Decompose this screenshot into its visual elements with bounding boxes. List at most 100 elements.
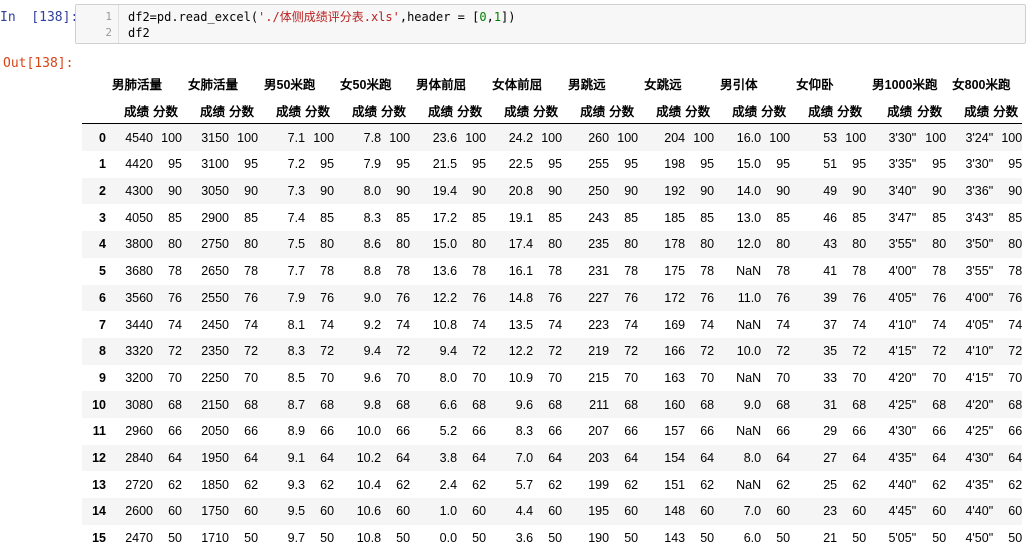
table-cell: 74 — [396, 317, 411, 332]
table-cell: 60 — [624, 504, 639, 519]
table-cell: 78 — [624, 264, 639, 279]
code-cell[interactable]: 1 2 df2=pd.read_excel('./体侧成绩评分表.xls',he… — [75, 4, 1026, 44]
table-cell: 68 — [396, 397, 411, 412]
table-cell: 66 — [396, 424, 411, 439]
table-row: 1 4420 95 3100 95 7.2 95 7.9 95 21.5 95 22.5 95 255 95… — [82, 151, 1022, 178]
table-cell: 4'00" — [888, 264, 917, 279]
table-cell: 4'05" — [888, 290, 917, 305]
table-cell: 3100 — [201, 157, 230, 172]
table-cell: 4'40" — [888, 477, 917, 492]
table-cell: 5.7 — [515, 477, 534, 492]
table-cell: 8.6 — [363, 237, 382, 252]
table-cell: 7.5 — [287, 237, 306, 252]
table-cell: 10.0 — [736, 344, 762, 359]
table-cell: 17.2 — [432, 210, 458, 225]
subheader-points: 分数 — [305, 104, 331, 119]
table-cell: 50 — [548, 531, 563, 546]
table-cell: 85 — [700, 210, 715, 225]
table-cell: 46 — [823, 210, 838, 225]
table-cell: 90 — [168, 184, 183, 199]
subheader-points: 分数 — [761, 104, 787, 119]
table-cell: 3800 — [125, 237, 153, 252]
table-cell: 64 — [700, 450, 715, 465]
table-cell: 62 — [776, 477, 791, 492]
table-cell: 80 — [852, 237, 867, 252]
table-cell: 50 — [776, 531, 791, 546]
table-cell: 19.4 — [432, 184, 458, 199]
table-cell: 185 — [664, 210, 686, 225]
table-cell: 50 — [852, 531, 867, 546]
table-cell: 80 — [624, 237, 639, 252]
table-cell: 78 — [1008, 264, 1023, 279]
table-cell: 9.6 — [515, 397, 534, 412]
table-cell: 80 — [700, 237, 715, 252]
table-cell: 62 — [932, 477, 947, 492]
table-cell: 243 — [588, 210, 610, 225]
table-cell: 64 — [776, 450, 791, 465]
table-cell: 95 — [548, 157, 563, 172]
code-line-1[interactable]: df2=pd.read_excel('./体侧成绩评分表.xls',header… — [128, 10, 516, 24]
table-cell: 2750 — [201, 237, 230, 252]
table-cell: 3'35" — [888, 157, 917, 172]
table-cell: 24.2 — [508, 130, 534, 145]
table-cell: 4'50" — [965, 531, 994, 546]
table-cell: 10.8 — [356, 531, 382, 546]
table-cell: 68 — [244, 397, 259, 412]
subheader-points: 分数 — [993, 104, 1019, 119]
table-cell: 255 — [588, 157, 610, 172]
code-line-2[interactable]: df2 — [128, 26, 150, 40]
table-cell: 3680 — [125, 264, 153, 279]
table-row: 11 2960 66 2050 66 8.9 66 10.0 66 5.2 66 8.3 66 207 66… — [82, 418, 1022, 445]
table-cell: 219 — [588, 344, 610, 359]
table-cell: 62 — [852, 477, 867, 492]
row-index: 7 — [99, 317, 106, 332]
table-cell: 8.7 — [287, 397, 306, 412]
table-cell: 66 — [320, 424, 335, 439]
table-cell: 199 — [588, 477, 610, 492]
table-cell: 50 — [168, 531, 183, 546]
table-row: 10 3080 68 2150 68 8.7 68 9.8 68 6.6 68 9.6 68 211 68 1… — [82, 391, 1023, 418]
table-cell: 4'25" — [888, 397, 917, 412]
table-cell: 76 — [168, 290, 183, 305]
subheader-row: 成绩 分数 成绩 分数 成绩 分数 成绩 分数 成绩 分数 成绩 分数 成绩 分数 成绩 分数 成绩 分数 成绩 分数… — [82, 97, 1023, 124]
table-cell: 72 — [548, 344, 563, 359]
table-cell: 76 — [244, 290, 259, 305]
table-cell: 60 — [244, 504, 259, 519]
table-cell: 90 — [548, 184, 563, 199]
table-cell: 143 — [664, 531, 686, 546]
table-cell: 70 — [396, 370, 411, 385]
table-cell: 78 — [472, 264, 487, 279]
table-cell: 74 — [548, 317, 563, 332]
table-cell: 9.1 — [287, 450, 306, 465]
table-cell: 62 — [244, 477, 259, 492]
row-index: 9 — [99, 370, 106, 385]
table-cell: NaN — [736, 370, 762, 385]
table-cell: 37 — [823, 317, 838, 332]
table-cell: 43 — [823, 237, 838, 252]
table-cell: 7.0 — [515, 450, 534, 465]
table-cell: 62 — [472, 477, 487, 492]
table-cell: 9.5 — [287, 504, 306, 519]
table-cell: 10.6 — [356, 504, 382, 519]
table-cell: 3'30" — [965, 157, 994, 172]
table-cell: 80 — [472, 237, 487, 252]
table-cell: 76 — [852, 290, 867, 305]
table-cell: 72 — [852, 344, 867, 359]
table-cell: 95 — [700, 157, 715, 172]
table-cell: 9.7 — [287, 531, 306, 546]
table-cell: 2050 — [201, 424, 230, 439]
table-cell: 2450 — [201, 317, 230, 332]
row-index: 12 — [92, 450, 106, 465]
table-cell: 76 — [320, 290, 335, 305]
table-cell: 72 — [624, 344, 639, 359]
table-cell: 76 — [472, 290, 487, 305]
subheader-points: 分数 — [837, 104, 863, 119]
table-cell: 72 — [1008, 344, 1023, 359]
table-cell: 60 — [396, 504, 411, 519]
table-cell: 4050 — [125, 210, 153, 225]
subheader-points: 分数 — [533, 104, 559, 119]
table-cell: 66 — [932, 424, 947, 439]
code-number: 0 — [479, 10, 487, 24]
table-cell: 80 — [548, 237, 563, 252]
table-cell: 3'50" — [965, 237, 994, 252]
